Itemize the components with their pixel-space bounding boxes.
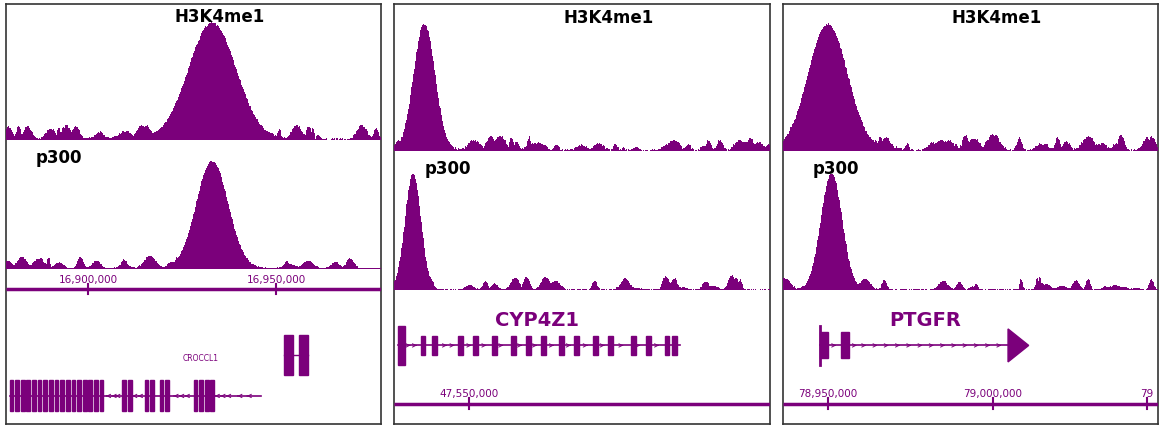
Text: 79: 79 [1141, 389, 1154, 399]
Bar [49, 380, 52, 411]
Bar [100, 380, 104, 411]
Bar [193, 380, 197, 411]
Bar [420, 336, 426, 355]
Bar [128, 380, 132, 411]
Text: 79,000,000: 79,000,000 [964, 389, 1022, 399]
Bar [665, 336, 669, 355]
Bar [199, 380, 203, 411]
Bar [150, 380, 154, 411]
Bar [55, 380, 58, 411]
Bar [205, 380, 208, 411]
Bar [492, 336, 497, 355]
Bar [473, 336, 478, 355]
Bar [77, 380, 80, 411]
FancyArrow shape [1008, 329, 1029, 362]
Bar [165, 380, 169, 411]
Text: p300: p300 [36, 149, 83, 167]
Bar [560, 336, 565, 355]
Bar [432, 336, 436, 355]
Text: H3K4me1: H3K4me1 [563, 9, 653, 27]
Text: 16,950,000: 16,950,000 [247, 275, 306, 285]
Bar [284, 335, 293, 375]
Bar [526, 336, 531, 355]
Bar [9, 380, 13, 411]
Bar [71, 380, 76, 411]
Bar [646, 336, 651, 355]
Text: 16,900,000: 16,900,000 [59, 275, 118, 285]
Bar [299, 335, 308, 375]
Bar [122, 380, 126, 411]
Bar [159, 380, 163, 411]
Bar [672, 336, 677, 355]
Bar [27, 380, 30, 411]
Bar [144, 380, 149, 411]
Bar [43, 380, 47, 411]
Text: H3K4me1: H3K4me1 [175, 9, 265, 27]
Bar [88, 380, 92, 411]
Bar [511, 336, 516, 355]
Text: CYP4Z1: CYP4Z1 [495, 311, 579, 330]
Bar [66, 380, 70, 411]
Bar [33, 380, 36, 411]
Text: PTGFR: PTGFR [889, 311, 961, 330]
Bar [459, 336, 463, 355]
Text: CROCCL1: CROCCL1 [183, 354, 219, 363]
Bar [15, 380, 19, 411]
Bar [631, 336, 636, 355]
Bar [594, 336, 598, 355]
Text: 78,950,000: 78,950,000 [799, 389, 858, 399]
Text: 47,550,000: 47,550,000 [440, 389, 499, 399]
Text: H3K4me1: H3K4me1 [952, 9, 1042, 27]
Bar [211, 380, 214, 411]
Bar [575, 336, 580, 355]
Bar [398, 326, 405, 365]
Bar [83, 380, 86, 411]
Bar [61, 380, 64, 411]
Bar [821, 333, 828, 359]
Bar [21, 380, 24, 411]
Text: p300: p300 [425, 160, 471, 178]
Bar [842, 333, 849, 359]
Text: p300: p300 [812, 160, 859, 178]
Bar [94, 380, 98, 411]
Bar [609, 336, 613, 355]
Bar [37, 380, 42, 411]
Bar [541, 336, 546, 355]
